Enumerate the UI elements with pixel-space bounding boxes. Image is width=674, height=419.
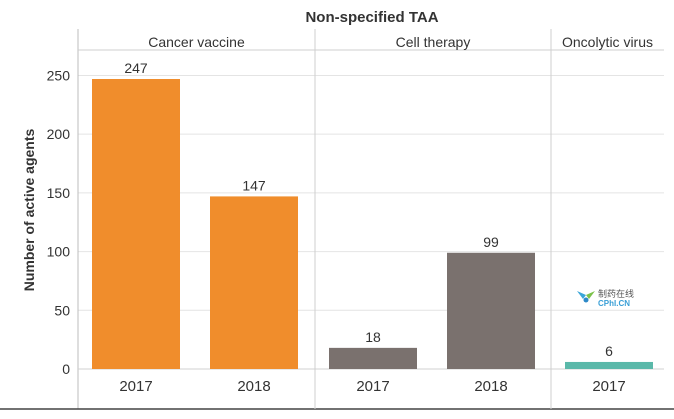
y-tick-label: 250 [47,67,71,83]
bar-value-label: 99 [483,234,499,250]
bar-value-label: 247 [124,60,148,76]
x-tick-label: 2017 [356,378,389,395]
chart-title: Non-specified TAA [305,9,438,26]
panel-header-label: Cell therapy [396,34,471,50]
bar [210,196,298,369]
x-tick-label: 2017 [592,378,625,395]
y-tick-label: 100 [47,244,71,260]
bar-value-label: 147 [242,177,266,193]
bar [447,252,535,369]
x-tick-label: 2018 [474,378,507,395]
watermark-subtext: CPhI.CN [598,299,630,308]
bar-value-label: 18 [365,329,381,345]
y-tick-label: 200 [47,126,71,142]
panel-header-label: Cancer vaccine [148,34,245,50]
y-axis-label: Number of active agents [21,128,37,291]
panel-header-label: Oncolytic virus [562,34,653,50]
y-tick-label: 50 [54,302,70,318]
y-tick-label: 150 [47,185,71,201]
x-tick-label: 2017 [119,378,152,395]
x-tick-label: 2018 [237,378,270,395]
bar [329,347,417,369]
watermark-text: 制药在线 [598,290,635,300]
bar-layer [92,79,653,370]
bar [565,361,653,369]
watermark: 制药在线 CPhI.CN [576,287,656,317]
bar [92,79,180,370]
cphi-logo-icon [577,291,595,303]
bar-value-label: 6 [605,343,613,359]
y-tick-label: 0 [62,361,70,377]
